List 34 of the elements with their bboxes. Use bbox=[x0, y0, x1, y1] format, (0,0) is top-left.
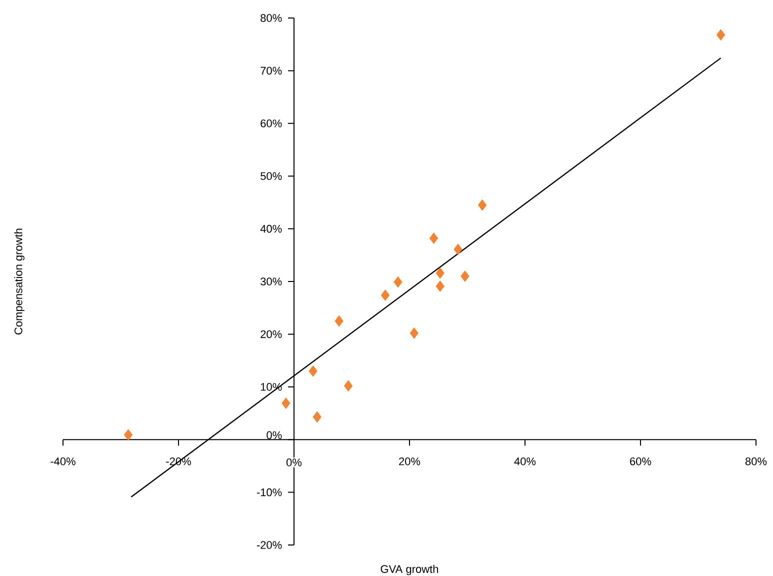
point bbox=[716, 29, 726, 41]
y-tick-label: -20% bbox=[256, 541, 282, 549]
y-tick-label: 40% bbox=[260, 224, 282, 233]
y-tick-label: 0% bbox=[266, 431, 282, 440]
y-tick-label: 20% bbox=[260, 330, 282, 338]
y-tick-label: 50% bbox=[260, 172, 282, 180]
point bbox=[436, 267, 444, 279]
x-tick-label: 0% bbox=[286, 458, 302, 466]
point bbox=[454, 244, 462, 256]
point bbox=[308, 365, 318, 377]
point bbox=[344, 380, 353, 392]
point bbox=[460, 270, 470, 282]
y-axis-title: Compensation growth bbox=[14, 228, 24, 334]
y-tick-label: 70% bbox=[260, 66, 282, 75]
x-tick-label: 60% bbox=[630, 457, 652, 466]
point bbox=[380, 290, 390, 301]
point bbox=[410, 327, 418, 339]
point bbox=[394, 276, 402, 288]
x-tick-label: 40% bbox=[514, 457, 536, 466]
point bbox=[478, 199, 487, 211]
x-tick-label: -40% bbox=[50, 457, 76, 466]
x-axis-title: GVA growth bbox=[380, 564, 438, 576]
y-tick-label: 80% bbox=[260, 14, 282, 22]
y-tick-label: 60% bbox=[260, 120, 282, 128]
x-tick-label: 20% bbox=[399, 457, 420, 466]
x-tick-label: 80% bbox=[745, 457, 767, 466]
point bbox=[429, 232, 438, 244]
point bbox=[312, 411, 322, 423]
point bbox=[124, 429, 133, 441]
y-tick-label: -10% bbox=[256, 488, 282, 496]
point bbox=[282, 398, 290, 409]
y-tick-label: 30% bbox=[260, 278, 282, 286]
point bbox=[436, 280, 444, 292]
point bbox=[334, 315, 344, 327]
